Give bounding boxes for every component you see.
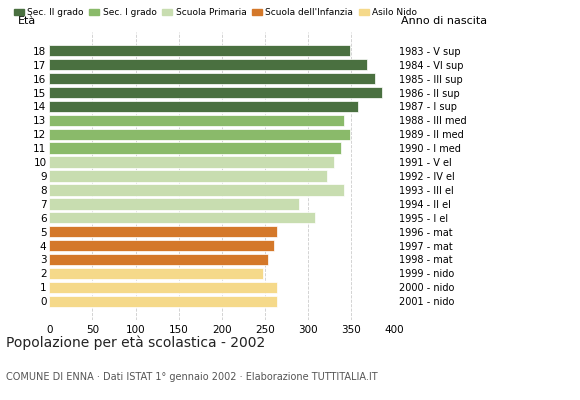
Bar (49, 156, 334, 168)
Text: COMUNE DI ENNA · Dati ISTAT 1° gennaio 2002 · Elaborazione TUTTITALIA.IT: COMUNE DI ENNA · Dati ISTAT 1° gennaio 2… (6, 372, 378, 382)
Bar (49, 87, 382, 98)
Bar (49, 184, 345, 196)
Bar (49, 198, 299, 210)
Text: Età: Età (18, 16, 37, 26)
Bar (49, 45, 350, 56)
Text: Popolazione per età scolastica - 2002: Popolazione per età scolastica - 2002 (6, 336, 265, 350)
Bar (49, 170, 327, 182)
Legend: Sec. II grado, Sec. I grado, Scuola Primaria, Scuola dell'Infanzia, Asilo Nido: Sec. II grado, Sec. I grado, Scuola Prim… (10, 4, 421, 21)
Bar (49, 282, 277, 293)
Bar (49, 73, 375, 84)
Bar (49, 115, 345, 126)
Bar (49, 59, 367, 70)
Text: Anno di nascita: Anno di nascita (401, 16, 487, 26)
Bar (49, 268, 263, 279)
Bar (49, 254, 269, 265)
Bar (49, 101, 358, 112)
Bar (49, 226, 277, 237)
Bar (49, 212, 315, 224)
Bar (49, 240, 274, 251)
Bar (49, 128, 350, 140)
Bar (49, 296, 277, 307)
Bar (49, 142, 341, 154)
